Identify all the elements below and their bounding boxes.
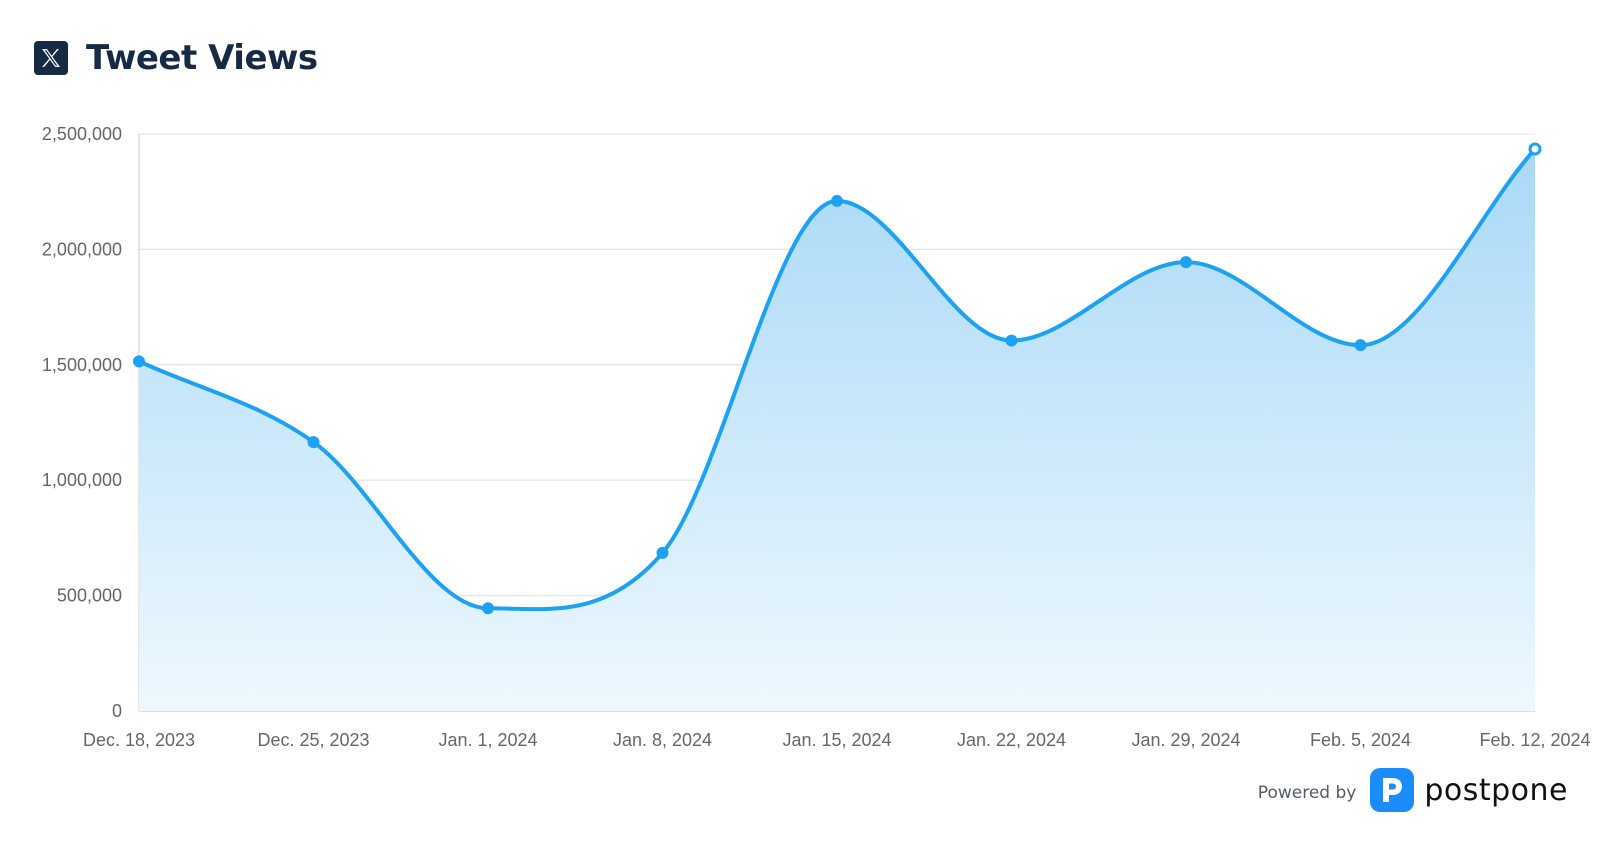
data-point: [1005, 334, 1018, 347]
x-tick-label: Jan. 15, 2024: [782, 730, 891, 750]
x-tick-label: Feb. 5, 2024: [1310, 730, 1411, 750]
x-logo-icon: [34, 41, 68, 75]
data-point: [482, 602, 494, 615]
data-point: [1180, 256, 1192, 269]
powered-by-footer[interactable]: Powered by postpone: [1258, 768, 1568, 812]
postpone-logo-icon: [1370, 768, 1415, 812]
x-tick-label: Dec. 25, 2023: [257, 730, 369, 750]
area-fill: [139, 149, 1535, 711]
y-tick-label: 500,000: [57, 586, 122, 606]
x-tick-label: Jan. 1, 2024: [438, 730, 537, 750]
postpone-brand-name: postpone: [1424, 772, 1568, 808]
x-tick-labels: Dec. 18, 2023 Dec. 25, 2023 Jan. 1, 2024 Ja…: [83, 730, 1591, 750]
y-tick-label: 2,000,000: [42, 239, 122, 259]
chart-header: Tweet Views: [34, 38, 318, 78]
y-tick-labels: 0 500,000 1,000,000 1,500,000 2,000,000 2,500…: [42, 124, 122, 721]
x-tick-label: Jan. 8, 2024: [613, 730, 712, 750]
data-point: [656, 546, 669, 559]
y-tick-label: 1,000,000: [42, 470, 122, 490]
chart-title: Tweet Views: [86, 38, 318, 78]
data-point: [1528, 142, 1542, 156]
x-tick-label: Jan. 29, 2024: [1131, 730, 1240, 750]
x-tick-label: Dec. 18, 2023: [83, 730, 195, 750]
data-point: [1354, 339, 1367, 352]
y-tick-label: 0: [112, 701, 122, 721]
y-tick-label: 1,500,000: [42, 355, 122, 375]
x-tick-label: Jan. 22, 2024: [957, 730, 1066, 750]
x-tick-label: Feb. 12, 2024: [1479, 730, 1590, 750]
data-points: [133, 142, 1542, 615]
data-point: [133, 355, 145, 368]
data-point: [831, 194, 843, 207]
data-point: [307, 436, 320, 449]
powered-by-label: Powered by: [1257, 783, 1357, 803]
y-tick-label: 2,500,000: [42, 124, 122, 144]
